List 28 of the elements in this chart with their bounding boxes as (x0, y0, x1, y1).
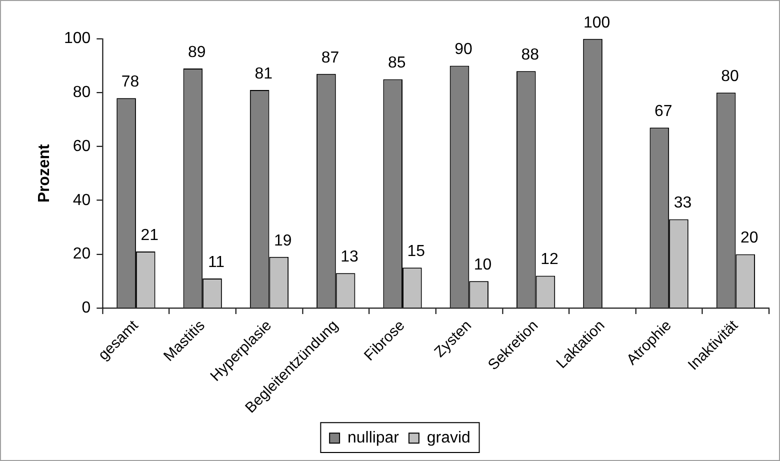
data-label: 13 (340, 248, 359, 266)
data-label: 10 (474, 256, 492, 274)
data-label: 67 (654, 103, 672, 120)
y-tick-label: 100 (64, 30, 91, 48)
data-label: 12 (540, 251, 558, 268)
data-label: 90 (454, 41, 472, 58)
y-tick-label: 20 (72, 246, 91, 263)
data-label: 89 (188, 44, 206, 61)
data-label: 78 (121, 74, 140, 91)
y-axis-title: Prozent (36, 144, 53, 203)
data-label: 19 (274, 232, 292, 250)
data-label: 100 (583, 14, 610, 32)
data-label: 81 (254, 65, 273, 82)
data-label: 80 (721, 68, 740, 86)
y-tick-label: 0 (82, 299, 91, 316)
data-label: 11 (208, 254, 225, 271)
y-tick-label: 80 (72, 84, 91, 102)
data-label: 88 (521, 46, 540, 64)
data-label: 21 (140, 226, 159, 244)
data-label: 15 (407, 243, 426, 260)
data-label: 85 (388, 54, 406, 72)
legend-label: nullipar (348, 429, 400, 446)
legend-label: gravid (426, 429, 470, 446)
data-label: 33 (674, 194, 692, 212)
data-label: 20 (740, 230, 758, 247)
y-tick-label: 40 (72, 192, 91, 209)
y-tick-label: 60 (72, 138, 91, 155)
data-label: 87 (321, 49, 340, 66)
